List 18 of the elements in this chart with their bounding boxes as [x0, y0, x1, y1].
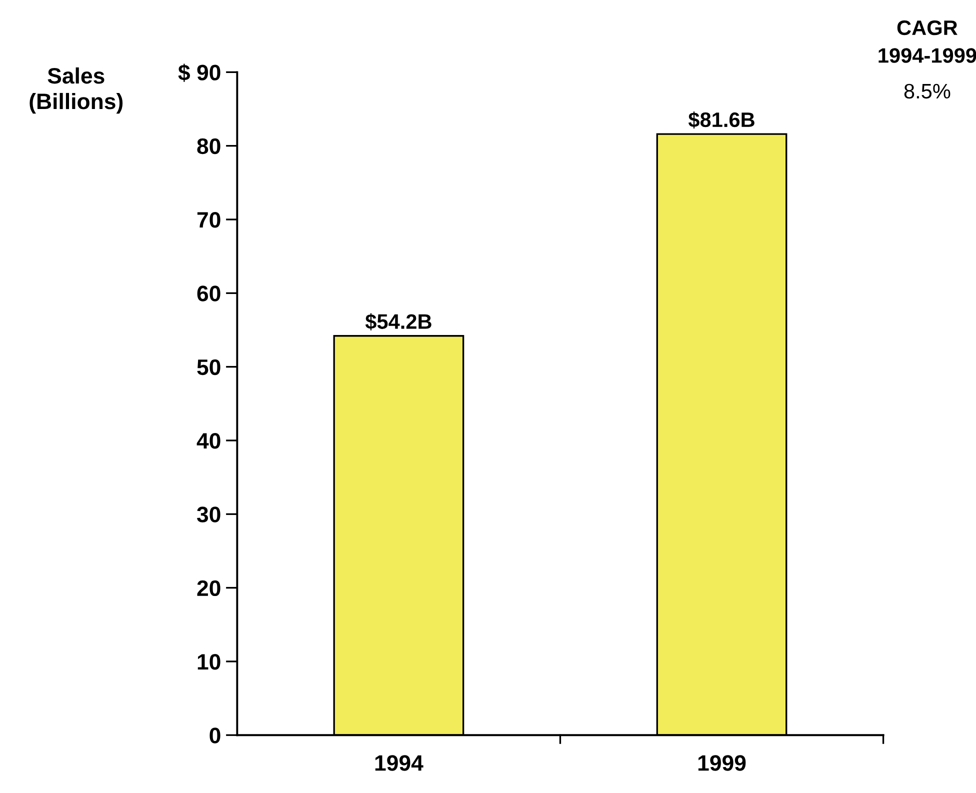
- y-tick-label: 70: [197, 212, 220, 228]
- x-tick-label: 1999: [698, 755, 746, 771]
- y-axis-title: Sales (Billions): [30, 67, 123, 114]
- y-tick-label: $ 90: [178, 64, 220, 82]
- y-tick-label: 80: [197, 138, 220, 154]
- y-tick-label: 30: [196, 506, 220, 522]
- x-tick-label: 1994: [375, 755, 424, 771]
- text: 8.5%: [904, 84, 950, 99]
- y-tick-label: 0: [210, 728, 220, 744]
- text: CAGR: [897, 20, 958, 36]
- data-label: $81.6B: [688, 111, 754, 128]
- y-tick-label: 50: [197, 359, 220, 376]
- text: 1994-1999: [878, 48, 976, 63]
- y-tick-label: 40: [196, 433, 220, 449]
- y-tick-label: 20: [197, 580, 220, 596]
- data-label: $54.2B: [365, 313, 432, 330]
- y-tick-label: 60: [197, 286, 220, 302]
- y-tick-label: 10: [198, 654, 220, 670]
